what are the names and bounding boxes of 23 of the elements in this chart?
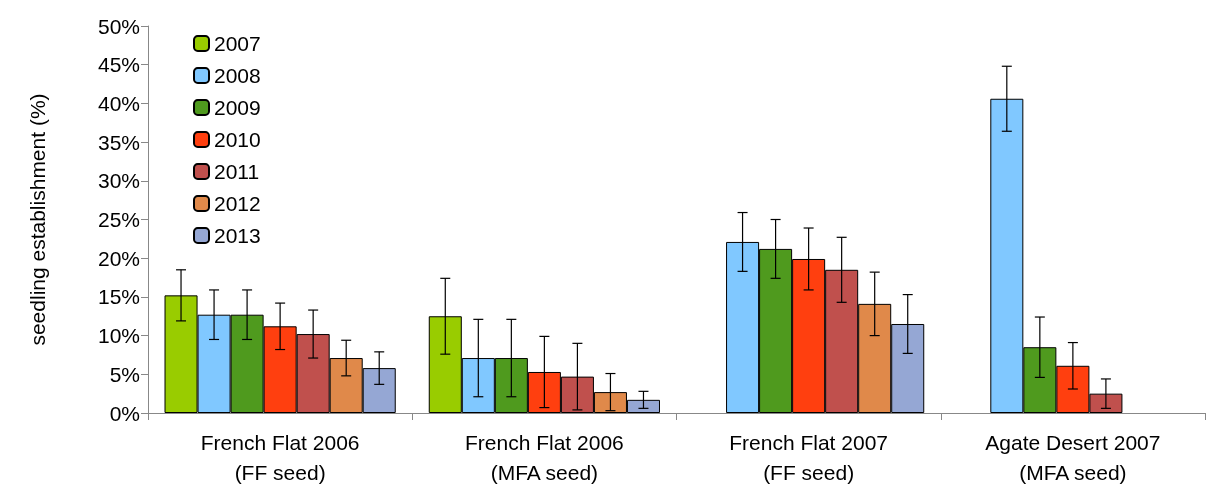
- legend-label: 2011: [214, 160, 260, 183]
- legend-label: 2009: [214, 96, 261, 119]
- y-tick-label: 0%: [109, 401, 140, 425]
- y-tick-label: 40%: [97, 91, 140, 115]
- x-tick-label: Agate Desert 2007 (MFA seed): [985, 430, 1161, 484]
- legend-label: 2013: [214, 224, 261, 247]
- y-tick-label: 45%: [97, 53, 140, 77]
- y-tick-label: 5%: [109, 362, 140, 386]
- y-tick-label: 10%: [97, 324, 140, 348]
- legend-label: 2007: [214, 32, 261, 55]
- x-tick-label: French Flat 2007 (FF seed): [729, 430, 889, 484]
- y-tick-label: 20%: [97, 246, 140, 270]
- y-tick-label: 15%: [97, 285, 140, 309]
- legend-label: 2010: [214, 128, 261, 151]
- y-tick-label: 30%: [97, 169, 140, 193]
- y-tick-label: 35%: [97, 130, 140, 154]
- legend-label: 2012: [214, 192, 261, 215]
- x-tick-label: French Flat 2006 (FF seed): [200, 430, 360, 484]
- y-tick-label: 50%: [97, 14, 140, 38]
- legend-label: 2008: [214, 64, 261, 87]
- y-tick-label: 25%: [97, 208, 140, 231]
- y-axis-title: seedling establishment (%): [26, 93, 49, 346]
- x-tick-label: French Flat 2006 (MFA seed): [464, 430, 624, 484]
